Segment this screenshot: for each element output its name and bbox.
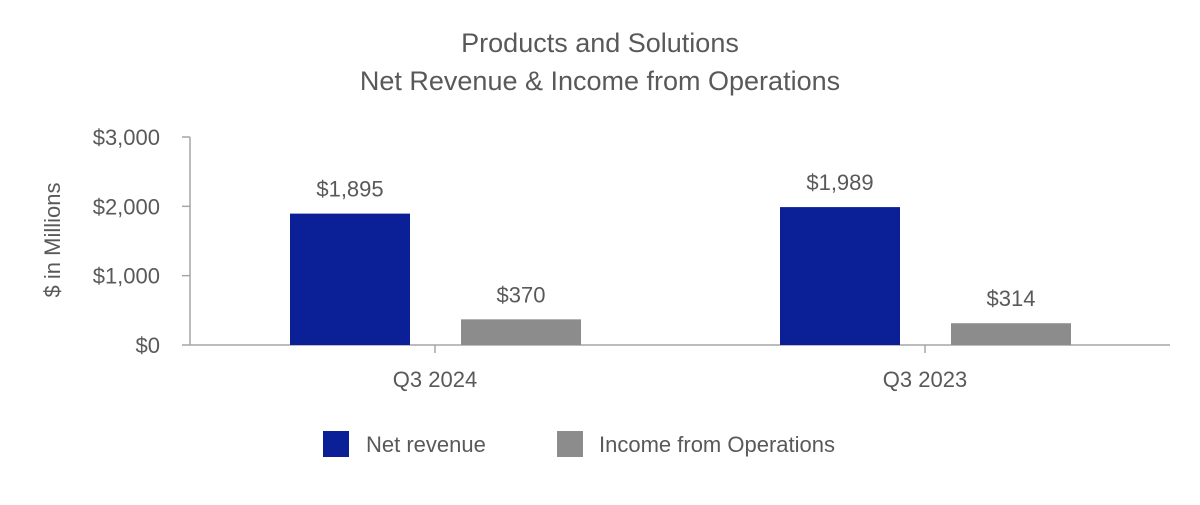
- y-tick-label: $1,000: [93, 264, 160, 289]
- y-axis-label: $ in Millions: [40, 183, 65, 298]
- plot-area: $0 $1,000 $2,000 $3,000 Q3 2024 $1,895 $370 Q3 …: [93, 125, 1170, 392]
- data-label: $370: [497, 282, 546, 307]
- bar-net-revenue: [780, 207, 900, 345]
- legend-label: Income from Operations: [599, 432, 835, 457]
- data-label: $314: [987, 286, 1036, 311]
- x-tick-label: Q3 2024: [393, 367, 477, 392]
- legend-swatch: [323, 431, 349, 457]
- x-tick-label: Q3 2023: [883, 367, 967, 392]
- legend: Net revenue Income from Operations: [323, 431, 835, 457]
- legend-label: Net revenue: [366, 432, 486, 457]
- data-label: $1,895: [316, 177, 383, 202]
- bar-net-revenue: [290, 213, 410, 345]
- data-label: $1,989: [806, 170, 873, 195]
- legend-swatch: [557, 431, 583, 457]
- y-tick-label: $2,000: [93, 194, 160, 219]
- chart-title-line-2: Net Revenue & Income from Operations: [360, 66, 840, 96]
- chart-title-line-1: Products and Solutions: [461, 28, 739, 58]
- bar-income-from-operations: [951, 323, 1071, 345]
- bar-income-from-operations: [461, 319, 581, 345]
- y-tick-label: $3,000: [93, 125, 160, 150]
- y-tick-label: $0: [136, 333, 160, 358]
